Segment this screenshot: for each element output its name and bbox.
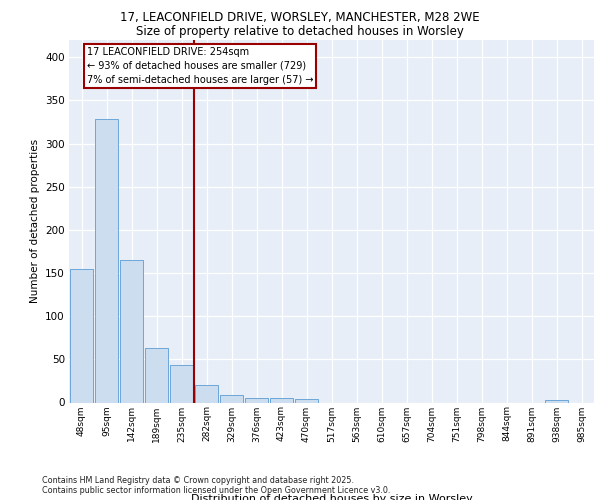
Bar: [70, 268, 93, 402]
Bar: [170, 366, 193, 403]
Bar: [220, 394, 243, 402]
Bar: [145, 348, 168, 403]
Text: Contains HM Land Registry data © Crown copyright and database right 2025.: Contains HM Land Registry data © Crown c…: [42, 476, 354, 485]
Bar: [295, 399, 318, 402]
Bar: [270, 398, 293, 402]
Text: 17 LEACONFIELD DRIVE: 254sqm
← 93% of detached houses are smaller (729)
7% of se: 17 LEACONFIELD DRIVE: 254sqm ← 93% of de…: [87, 47, 314, 85]
Bar: [95, 120, 118, 403]
Bar: [120, 260, 143, 402]
Bar: [195, 385, 218, 402]
Text: 17, LEACONFIELD DRIVE, WORSLEY, MANCHESTER, M28 2WE: 17, LEACONFIELD DRIVE, WORSLEY, MANCHEST…: [120, 11, 480, 24]
Text: Size of property relative to detached houses in Worsley: Size of property relative to detached ho…: [136, 25, 464, 38]
Y-axis label: Number of detached properties: Number of detached properties: [29, 139, 40, 304]
Text: Contains public sector information licensed under the Open Government Licence v3: Contains public sector information licen…: [42, 486, 391, 495]
Bar: [245, 398, 268, 402]
X-axis label: Distribution of detached houses by size in Worsley: Distribution of detached houses by size …: [191, 494, 472, 500]
Bar: [545, 400, 568, 402]
